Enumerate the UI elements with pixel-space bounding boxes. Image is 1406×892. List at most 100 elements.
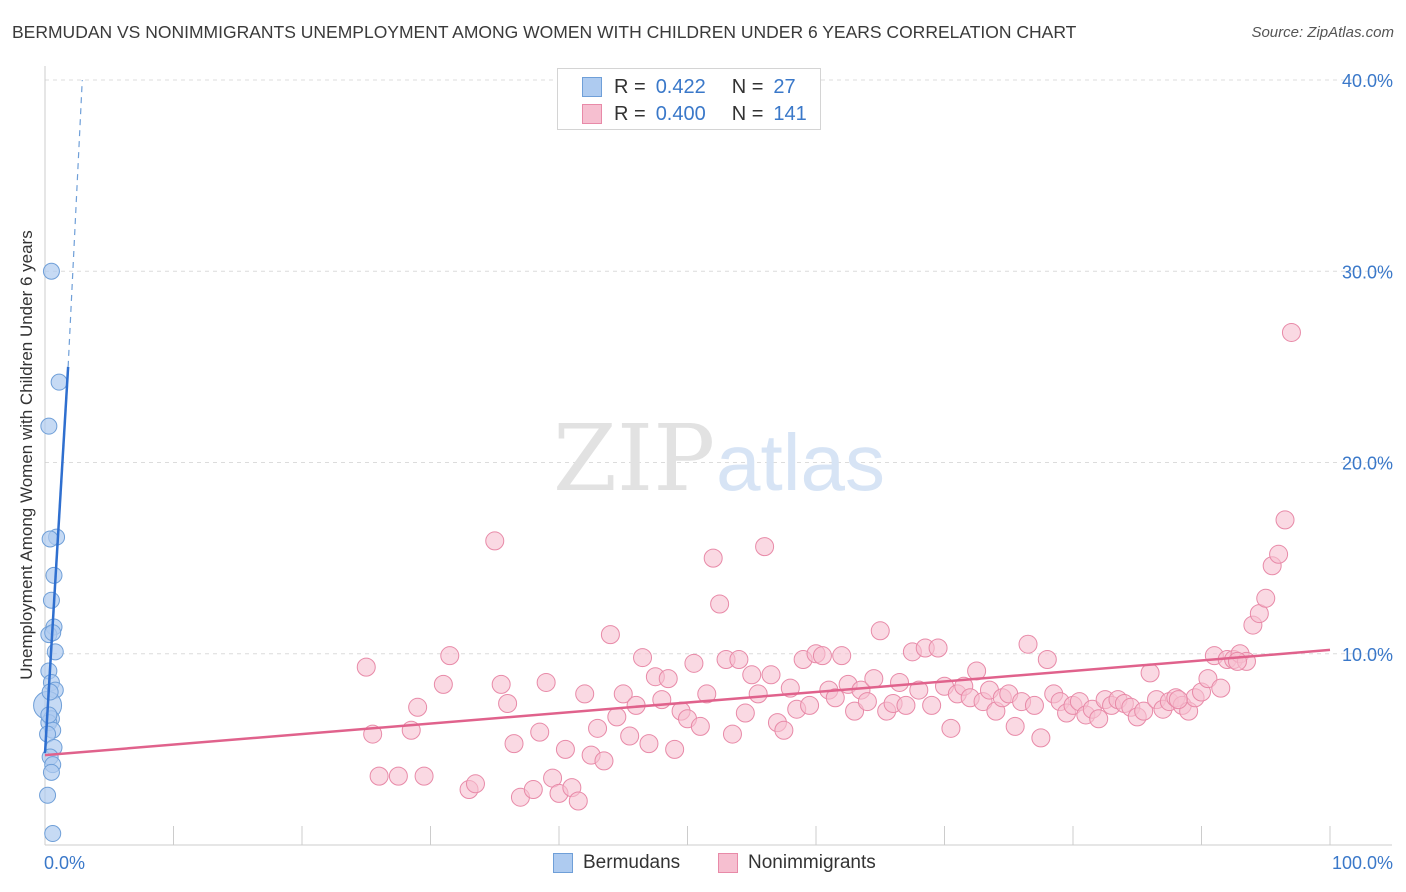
nonimmigrants-point — [568, 791, 588, 811]
nonimmigrants-point — [800, 695, 820, 715]
nonimmigrants-point — [729, 649, 749, 669]
nonimmigrants-point — [748, 684, 768, 704]
nonimmigrants-swatch — [582, 104, 602, 124]
series-legend: Bermudans Nonimmigrants — [0, 852, 1406, 876]
nonimmigrants-point — [555, 739, 575, 759]
nonimmigrants-point — [536, 672, 556, 692]
nonimmigrants-point — [498, 693, 518, 713]
nonimmigrants-point — [388, 766, 408, 786]
axis-layer — [44, 66, 1392, 846]
nonimmigrants-point — [1140, 663, 1160, 683]
y-tick-label: 20.0% — [1342, 454, 1393, 474]
bermudans-point — [39, 786, 57, 804]
bermudans-swatch — [553, 853, 573, 873]
nonimmigrants-point — [1005, 716, 1025, 736]
nonimmigrants-point — [870, 621, 890, 641]
nonimmigrants-point — [812, 646, 832, 666]
nonimmigrants-point — [600, 625, 620, 645]
bermudans-point — [50, 373, 68, 391]
nonimmigrants-point — [703, 548, 723, 568]
nonimmigrants-point — [922, 695, 942, 715]
nonimmigrants-point — [1198, 669, 1218, 689]
nonimmigrants-point — [408, 697, 428, 717]
bermudans-swatch — [582, 77, 602, 97]
nonimmigrants-swatch — [718, 853, 738, 873]
chart-source: Source: ZipAtlas.com — [1251, 24, 1394, 41]
nonimmigrants-point — [1134, 701, 1154, 721]
nonimmigrants-point — [1281, 322, 1301, 342]
nonimmigrants-point — [588, 718, 608, 738]
nonimmigrants-point — [825, 688, 845, 708]
nonimmigrants-point — [1211, 678, 1231, 698]
bermudans-trend-line — [43, 366, 70, 754]
nonimmigrants-point — [761, 665, 781, 685]
bermudans-points — [33, 262, 68, 843]
nonimmigrants-point — [607, 707, 627, 727]
nonimmigrants-point — [1031, 728, 1051, 748]
nonimmigrants-point — [523, 780, 543, 800]
legend-row-bermudans: R = 0.422 N = 27 — [582, 75, 796, 99]
nonimmigrants-point — [414, 766, 434, 786]
legend-n-value: 27 — [773, 75, 796, 98]
watermark-atlas: atlas — [716, 418, 885, 507]
nonimmigrants-point — [1227, 651, 1247, 671]
nonimmigrants-point — [690, 716, 710, 736]
bermudans-point — [44, 825, 62, 843]
tick-labels: 10.0% 20.0% 30.0% 40.0% 0.0% 100.0% — [44, 71, 1393, 873]
y-tick-label: 30.0% — [1342, 262, 1393, 282]
legend-r-value: 0.422 — [655, 75, 706, 98]
nonimmigrants-point — [633, 648, 653, 668]
nonimmigrants-point — [755, 537, 775, 557]
nonimmigrants-point — [832, 646, 852, 666]
legend-n-label: N = — [731, 75, 764, 98]
nonimmigrants-point — [735, 703, 755, 723]
nonimmigrants-point — [684, 653, 704, 673]
bermudans-point — [40, 417, 58, 435]
nonimmigrants-point — [620, 726, 640, 746]
nonimmigrants-point — [697, 684, 717, 704]
bermudans-point — [42, 262, 60, 280]
nonimmigrants-point — [845, 701, 865, 721]
legend-r-value: 0.400 — [655, 102, 706, 125]
nonimmigrants-point — [857, 692, 877, 712]
nonimmigrants-point — [1269, 544, 1289, 564]
legend-r-label: R = — [614, 75, 646, 98]
watermark-zip: ZIP — [553, 405, 715, 512]
nonimmigrants-point — [864, 669, 884, 689]
nonimmigrants-point — [369, 766, 389, 786]
bermudans-trend-extension — [67, 79, 83, 367]
bermudans-point — [42, 763, 60, 781]
nonimmigrants-point — [774, 720, 794, 740]
nonimmigrants-point — [722, 724, 742, 744]
nonimmigrants-point — [491, 674, 511, 694]
nonimmigrants-point — [742, 665, 762, 685]
legend-row-nonimmigrants: R = 0.400 N = 141 — [582, 102, 807, 126]
nonimmigrants-point — [710, 594, 730, 614]
x-tick-label: 0.0% — [44, 853, 85, 873]
nonimmigrants-point — [890, 672, 910, 692]
nonimmigrants-point — [440, 646, 460, 666]
legend-r-label: R = — [614, 102, 646, 125]
nonimmigrants-point — [639, 734, 659, 754]
nonimmigrants-trend-line — [44, 648, 1331, 757]
nonimmigrants-point — [665, 739, 685, 759]
nonimmigrants-point — [575, 684, 595, 704]
y-tick-label: 40.0% — [1342, 71, 1393, 91]
legend-item-bermudans: Bermudans — [553, 852, 680, 874]
nonimmigrants-point — [1024, 695, 1044, 715]
trend-layer — [43, 79, 1331, 757]
nonimmigrants-point — [658, 669, 678, 689]
nonimmigrants-point — [433, 674, 453, 694]
x-tick-label: 100.0% — [1332, 853, 1393, 873]
bermudans-point — [42, 591, 60, 609]
grid-layer — [45, 79, 1392, 655]
nonimmigrants-points — [356, 322, 1301, 811]
nonimmigrants-point — [1275, 510, 1295, 530]
nonimmigrants-point — [613, 684, 633, 704]
nonimmigrants-point — [356, 657, 376, 677]
bermudans-point — [45, 566, 63, 584]
nonimmigrants-point — [909, 680, 929, 700]
bermudans-point — [41, 530, 59, 548]
legend-n-label: N = — [731, 102, 764, 125]
